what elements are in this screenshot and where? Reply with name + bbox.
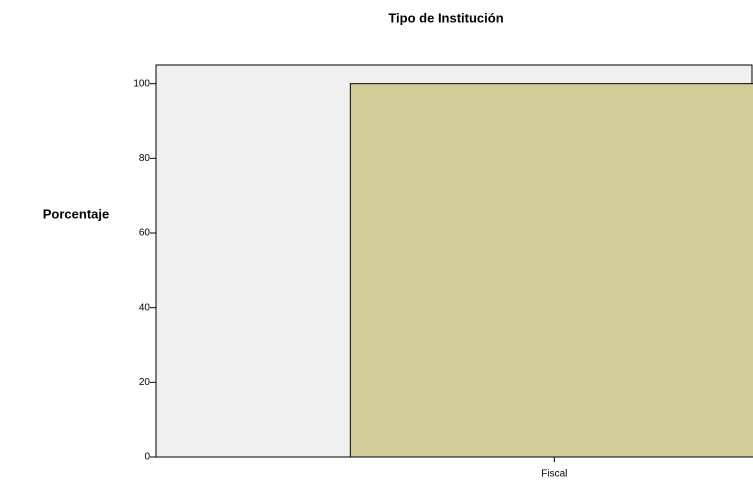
y-tick-label: 20 (139, 377, 151, 388)
y-tick-label: 0 (144, 452, 150, 463)
y-tick-label: 100 (133, 78, 150, 89)
chart-title: Tipo de Institución (388, 10, 503, 25)
bar (349, 83, 753, 458)
x-tick-label: Fiscal (541, 469, 567, 480)
y-axis-title: Porcentaje (43, 206, 109, 221)
y-tick-label: 40 (139, 302, 151, 313)
y-tick-label: 60 (139, 228, 151, 239)
y-tick-label: 80 (139, 153, 151, 164)
